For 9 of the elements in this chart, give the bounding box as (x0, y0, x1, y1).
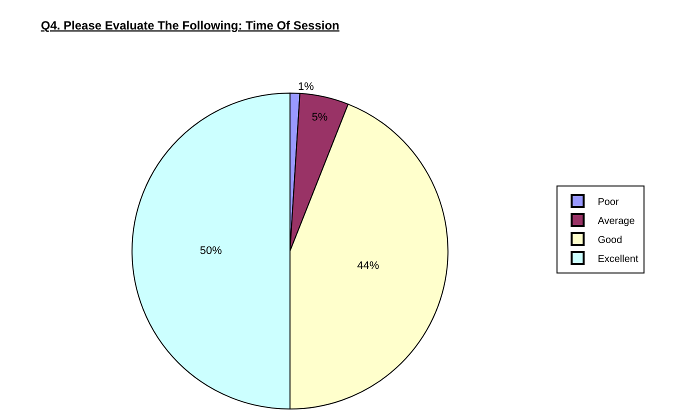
legend-label: Good (598, 234, 622, 246)
legend-label: Poor (598, 196, 620, 208)
data-label: 44% (357, 260, 380, 272)
chart-title: Q4. Please Evaluate The Following: Time Of Session (40, 18, 340, 32)
legend-label: Excellent (598, 254, 638, 265)
data-label: 5% (312, 112, 328, 124)
data-label: 50% (200, 245, 222, 258)
data-label: 1% (298, 81, 314, 94)
legend-label: Average (598, 216, 636, 227)
